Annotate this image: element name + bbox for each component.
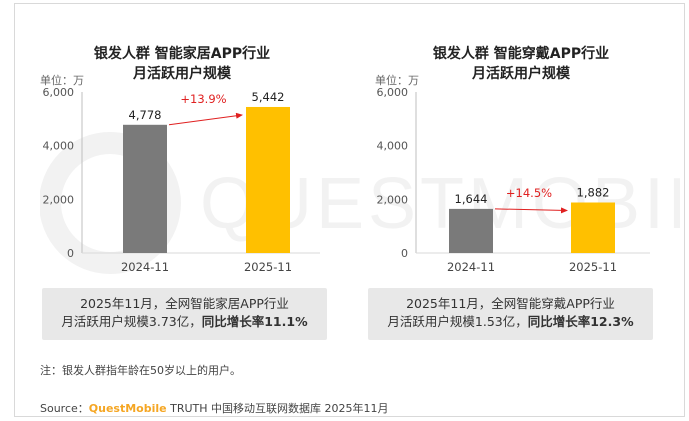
watermark-logo-icon [40, 132, 181, 274]
chart1-ytick-label: 2,000 [43, 193, 75, 206]
chart1-growth-label: +13.9% [180, 92, 226, 106]
chart2-summary: 2025年11月，全网智能穿戴APP行业 月活跃用户规模1.53亿，同比增长率1… [368, 288, 653, 340]
source-brand: QuestMobile [88, 402, 167, 415]
chart1-bar [123, 124, 167, 253]
chart1-category-label: 2024-11 [121, 260, 169, 274]
chart2-bar [571, 202, 615, 253]
chart1-summary-line1: 2025年11月，全网智能家居APP行业 [80, 296, 289, 311]
chart1-title: 银发人群 智能家居APP行业 月活跃用户规模 [32, 44, 332, 84]
chart2-ytick-label: 0 [401, 247, 408, 260]
chart2-ytick-label: 2,000 [377, 193, 409, 206]
chart1-title-line1: 银发人群 智能家居APP行业 [93, 46, 271, 62]
chart1-value-label: 4,778 [129, 108, 162, 122]
chart1-summary-plain: 月活跃用户规模3.73亿， [61, 314, 202, 329]
chart2-summary-line2: 月活跃用户规模1.53亿，同比增长率12.3% [368, 313, 653, 331]
chart2-ytick-label: 4,000 [377, 140, 409, 153]
chart1-bar [246, 106, 290, 254]
chart1-title-line2: 月活跃用户规模 [133, 66, 231, 82]
chart1-summary-growth: 同比增长率11.1% [201, 314, 308, 329]
chart1-summary: 2025年11月，全网智能家居APP行业 月活跃用户规模3.73亿，同比增长率1… [42, 288, 327, 340]
chart2-growth-label: +14.5% [506, 186, 552, 200]
chart2-title-line1: 银发人群 智能穿戴APP行业 [432, 46, 610, 62]
chart2-unit: 单位：万 [375, 74, 419, 87]
chart1-unit: 单位：万 [40, 74, 84, 87]
chart2-title-line2: 月活跃用户规模 [472, 66, 570, 82]
chart2-category-label: 2025-11 [569, 260, 617, 274]
chart1-ytick-label: 4,000 [43, 140, 75, 153]
chart1-category-label: 2025-11 [244, 260, 292, 274]
chart2-summary-growth: 同比增长率12.3% [527, 314, 634, 329]
source-prefix: Source： [40, 402, 89, 415]
chart1-growth-arrow [168, 112, 243, 126]
source-rest: TRUTH 中国移动互联网数据库 2025年11月 [166, 402, 389, 415]
chart2-summary-line1: 2025年11月，全网智能穿戴APP行业 [406, 296, 615, 311]
chart2-value-label: 1,882 [577, 185, 610, 199]
chart2-category-label: 2024-11 [447, 260, 495, 274]
chart2-title: 银发人群 智能穿戴APP行业 月活跃用户规模 [371, 44, 671, 84]
chart1-value-label: 5,442 [252, 90, 285, 104]
chart1-summary-line2: 月活跃用户规模3.73亿，同比增长率11.1% [42, 313, 327, 331]
chart2-growth-arrow [494, 207, 568, 214]
footnote: 注：银发人群指年龄在50岁以上的用户。 [40, 364, 241, 377]
chart1-ytick-label: 6,000 [43, 86, 75, 99]
source-line: Source：QuestMobile TRUTH 中国移动互联网数据库 2025… [40, 400, 389, 416]
chart1-ytick-label: 0 [67, 247, 74, 260]
chart2-ytick-label: 6,000 [377, 86, 409, 99]
chart2-value-label: 1,644 [455, 192, 488, 206]
chart2-summary-plain: 月活跃用户规模1.53亿， [387, 314, 528, 329]
chart2-bar [449, 208, 493, 253]
